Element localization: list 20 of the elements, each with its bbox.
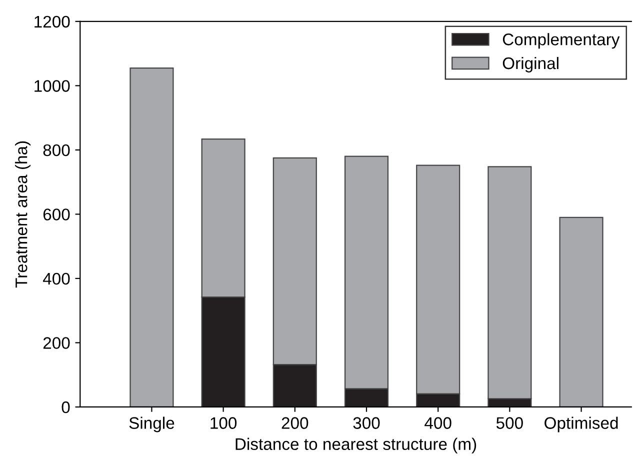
- x-tick-label: 500: [496, 417, 523, 429]
- y-tick-label: 1000: [34, 80, 70, 92]
- bar: [559, 216, 604, 407]
- y-tick-label: 800: [43, 144, 70, 156]
- x-tick-label: Single: [129, 416, 174, 432]
- x-tick-label: 100: [210, 417, 237, 429]
- x-tick-label: Optimised: [544, 416, 618, 432]
- y-tick-label: 0: [62, 401, 70, 414]
- y-tick-label: 400: [42, 272, 70, 285]
- y-tick-label: 200: [43, 337, 70, 349]
- x-tick-label: 200: [282, 417, 308, 429]
- bar: [130, 67, 174, 407]
- y-axis-title: Treatment area (ha): [15, 141, 31, 288]
- x-axis-title: Distance to nearest structure (m): [236, 438, 476, 454]
- x-tick-label: 400: [424, 417, 452, 429]
- y-tick-label: 1200: [34, 16, 70, 28]
- legend-label: Original: [502, 56, 558, 72]
- x-tick-label: 300: [353, 417, 380, 429]
- legend-label: Complementary: [502, 33, 620, 49]
- y-tick-label: 600: [43, 208, 70, 220]
